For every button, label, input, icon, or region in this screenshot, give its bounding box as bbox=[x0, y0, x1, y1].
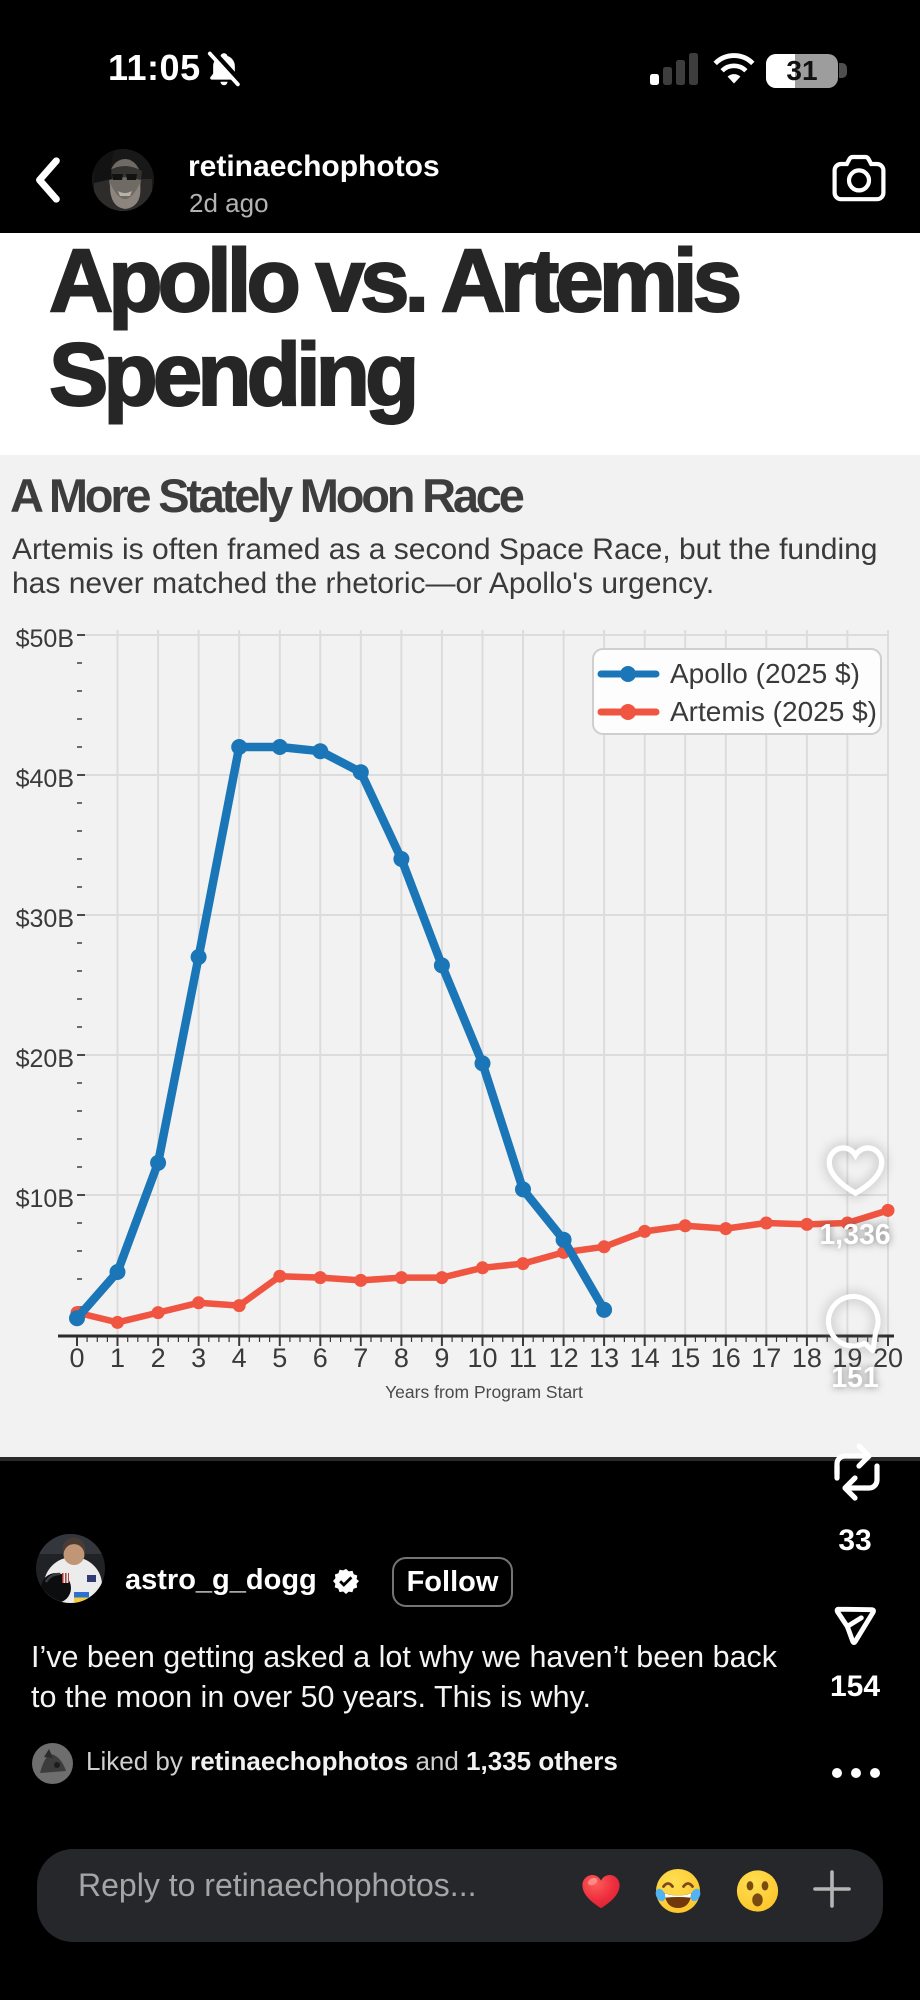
svg-text:$20B: $20B bbox=[16, 1045, 74, 1073]
svg-text:12: 12 bbox=[549, 1343, 579, 1373]
svg-text:2: 2 bbox=[151, 1343, 166, 1373]
svg-text:4: 4 bbox=[232, 1343, 247, 1373]
svg-text:16: 16 bbox=[711, 1343, 741, 1373]
svg-text:Apollo (2025 $): Apollo (2025 $) bbox=[670, 658, 860, 689]
svg-text:20: 20 bbox=[873, 1343, 903, 1373]
svg-text:$50B: $50B bbox=[16, 625, 74, 653]
svg-text:$10B: $10B bbox=[16, 1185, 74, 1213]
svg-text:8: 8 bbox=[394, 1343, 409, 1373]
svg-text:3: 3 bbox=[191, 1343, 206, 1373]
svg-text:17: 17 bbox=[751, 1343, 781, 1373]
svg-text:6: 6 bbox=[313, 1343, 328, 1373]
svg-text:Artemis (2025 $): Artemis (2025 $) bbox=[670, 696, 877, 727]
svg-text:10: 10 bbox=[467, 1343, 497, 1373]
svg-text:13: 13 bbox=[589, 1343, 619, 1373]
svg-text:14: 14 bbox=[630, 1343, 660, 1373]
svg-text:11: 11 bbox=[509, 1343, 537, 1373]
svg-text:7: 7 bbox=[353, 1343, 368, 1373]
svg-text:18: 18 bbox=[792, 1343, 822, 1373]
svg-text:$40B: $40B bbox=[16, 765, 74, 793]
svg-text:9: 9 bbox=[434, 1343, 449, 1373]
svg-text:15: 15 bbox=[670, 1343, 700, 1373]
svg-text:0: 0 bbox=[69, 1343, 84, 1373]
svg-text:$30B: $30B bbox=[16, 905, 74, 933]
svg-text:Years from Program Start: Years from Program Start bbox=[385, 1382, 583, 1402]
svg-text:1: 1 bbox=[110, 1343, 125, 1373]
svg-text:5: 5 bbox=[272, 1343, 287, 1373]
